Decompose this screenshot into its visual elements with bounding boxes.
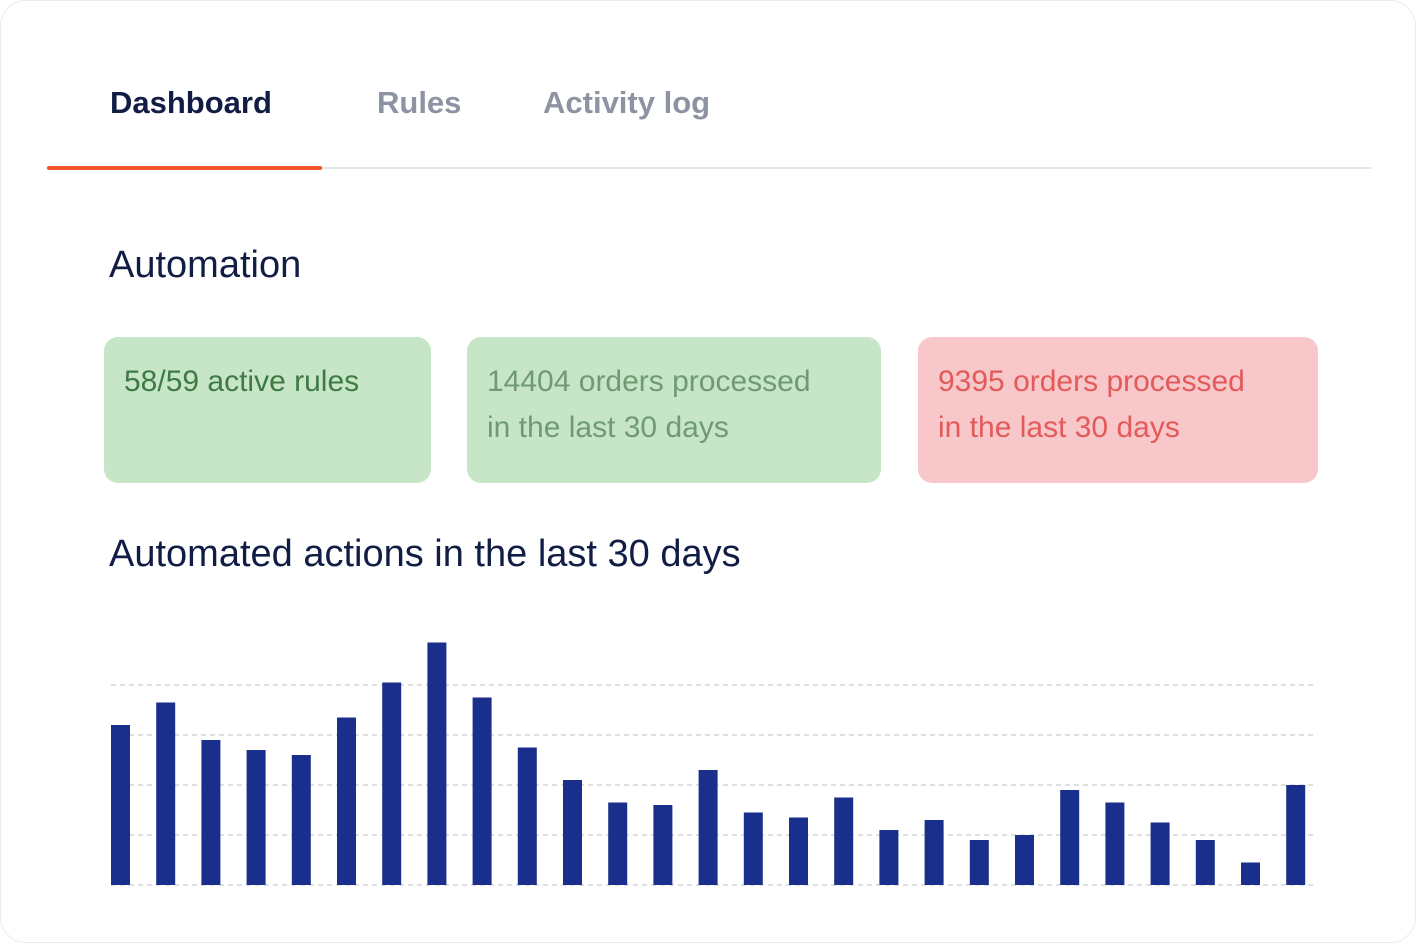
active-tab-indicator <box>47 166 322 170</box>
orders-processed-stat: 14404 orders processed in the last 30 da… <box>467 337 881 483</box>
orders-failed-stat: 9395 orders processed in the last 30 day… <box>918 337 1318 483</box>
chart-bar <box>291 755 311 885</box>
automated-actions-chart <box>101 621 1321 911</box>
chart-bar <box>653 805 673 885</box>
chart-bar <box>427 642 447 885</box>
chart-bar <box>246 750 266 885</box>
chart-bar <box>879 830 899 885</box>
orders-failed-line1: 9395 orders processed <box>938 365 1245 398</box>
chart-bar <box>156 702 176 885</box>
chart-bar <box>1060 790 1080 885</box>
orders-processed-line2: in the last 30 days <box>487 411 729 444</box>
tab-rules[interactable]: Rules <box>377 85 462 120</box>
chart-bar <box>924 820 944 885</box>
orders-failed-line2: in the last 30 days <box>938 411 1180 444</box>
chart-bar <box>608 802 628 885</box>
chart-bar <box>1241 862 1260 885</box>
chart-bar <box>789 817 808 885</box>
tab-activity-log[interactable]: Activity log <box>543 85 711 120</box>
chart-bar <box>1015 835 1034 885</box>
chart-bar <box>969 840 989 885</box>
tab-bar: Dashboard Rules Activity log <box>47 57 1371 170</box>
bar-chart-svg <box>111 642 1316 886</box>
chart-bar <box>201 740 221 885</box>
automation-title: Automation <box>109 244 302 286</box>
chart-bar <box>517 747 537 885</box>
chart-bar <box>834 797 854 885</box>
chart-bar <box>1286 785 1306 885</box>
chart-bar <box>382 682 402 885</box>
active-rules-stat: 58/59 active rules <box>104 337 431 483</box>
chart-bar <box>1195 840 1215 885</box>
chart-title: Automated actions in the last 30 days <box>109 533 741 575</box>
chart-bar <box>337 717 356 885</box>
chart-bar <box>698 770 718 885</box>
chart-bar <box>1105 802 1125 885</box>
active-rules-text: 58/59 active rules <box>124 365 360 398</box>
chart-bar <box>111 725 130 885</box>
chart-bar <box>563 780 582 885</box>
chart-bar <box>472 697 492 885</box>
tab-dashboard[interactable]: Dashboard <box>110 85 272 120</box>
orders-processed-line1: 14404 orders processed <box>487 365 811 398</box>
chart-bar <box>743 812 763 885</box>
chart-bar <box>1150 822 1170 885</box>
